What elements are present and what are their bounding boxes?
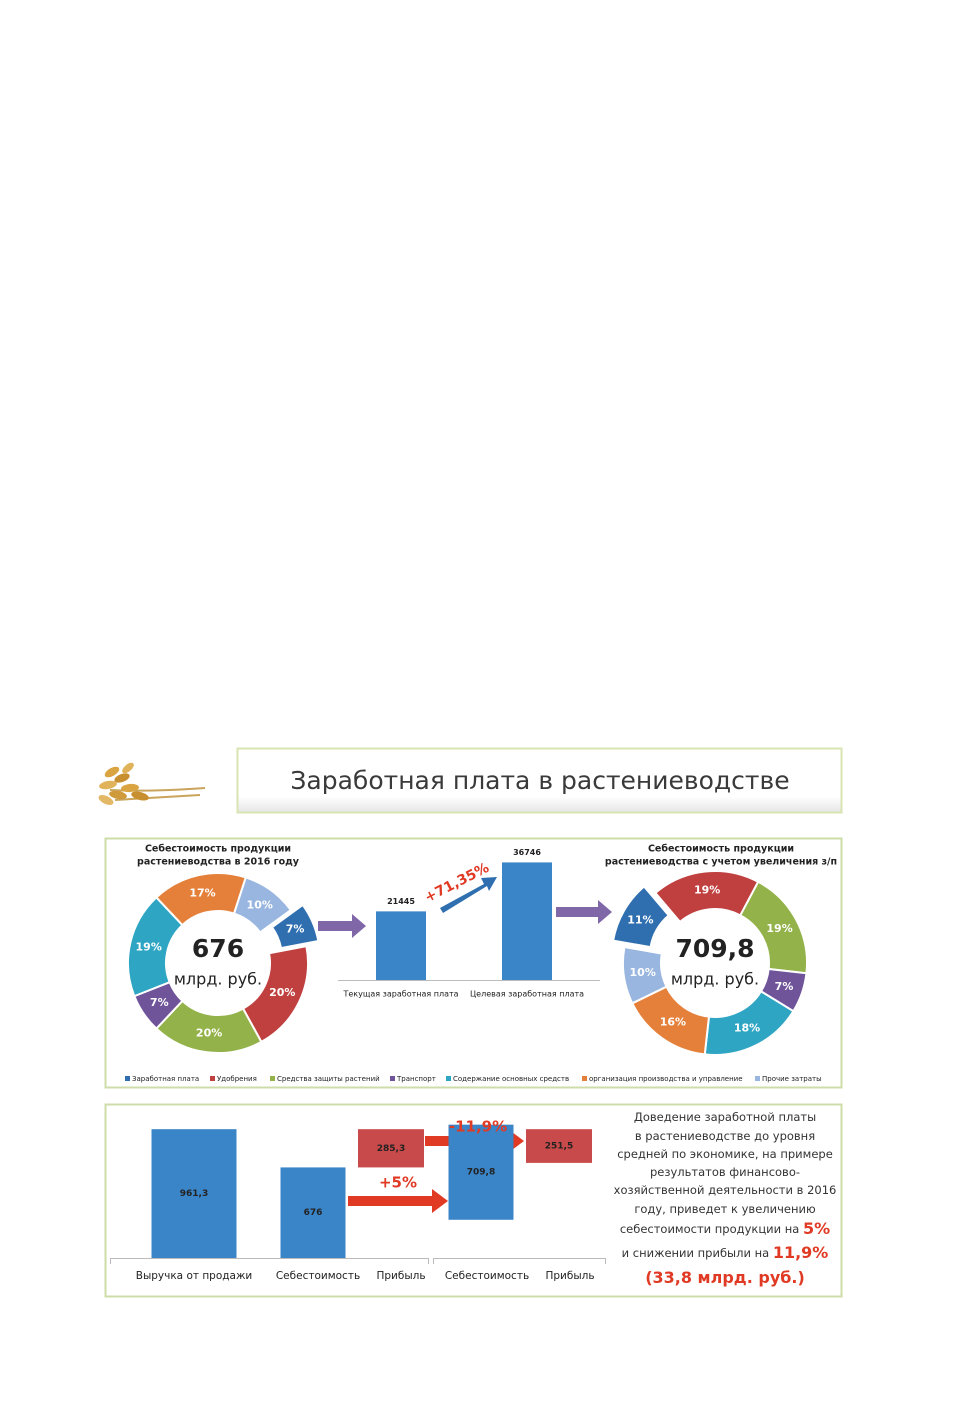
pie-slice — [611, 885, 671, 949]
data-label: 19% — [136, 941, 162, 954]
note-accent: 11,9% — [773, 1243, 829, 1262]
legend-label: организация производства и управление — [589, 1075, 743, 1083]
note-accent: 5% — [803, 1219, 830, 1238]
legend-label: Удобрения — [217, 1075, 257, 1083]
x-tick-label: Себестоимость — [276, 1270, 360, 1282]
pie-slice — [270, 903, 320, 950]
center-value: 709,8 — [675, 934, 754, 963]
arrow — [318, 914, 366, 938]
center-value: 676 — [192, 934, 244, 963]
note-line: себестоимости продукции на 5% — [620, 1219, 830, 1238]
note-text: Доведение заработной платы — [634, 1110, 816, 1124]
data-label: 7% — [150, 996, 169, 1009]
center-unit: млрд. руб. — [671, 970, 759, 989]
x-tick-label: Себестоимость — [445, 1270, 529, 1282]
bar — [358, 1129, 424, 1168]
legend-label: Заработная плата — [132, 1075, 199, 1083]
legend-label: Средства защиты растений — [277, 1075, 380, 1083]
note-text: в растениеводстве до уровня — [635, 1129, 815, 1143]
data-label: 709,8 — [467, 1168, 495, 1178]
annotation: -11,9% — [449, 1118, 507, 1136]
legend-swatch — [582, 1076, 587, 1081]
legend-swatch — [210, 1076, 215, 1081]
page-title: Заработная плата в растениеводстве — [290, 766, 789, 795]
legend-swatch — [125, 1076, 130, 1081]
note-accent: (33,8 млрд. руб.) — [645, 1268, 805, 1287]
note-text: себестоимости продукции на — [620, 1222, 803, 1236]
arrow — [440, 877, 497, 913]
wheat-icon — [98, 762, 206, 805]
chart-title: растениеводства с учетом увеличения з/п — [605, 857, 837, 868]
legend-label: Транспорт — [396, 1075, 436, 1083]
legend-swatch — [270, 1076, 275, 1081]
note-line: (33,8 млрд. руб.) — [645, 1268, 805, 1287]
data-label: 36746 — [513, 848, 541, 857]
data-label: 10% — [630, 966, 656, 979]
note-line: средней по экономике, на примере — [617, 1147, 833, 1161]
chart-title: Себестоимость продукции — [648, 844, 794, 855]
note-text: результатов финансово- — [650, 1165, 800, 1179]
data-label: 251,5 — [545, 1142, 573, 1152]
data-label: 10% — [247, 899, 273, 912]
note-text: и снижении прибыли на — [622, 1246, 773, 1260]
arrow — [556, 900, 612, 924]
data-label: 20% — [269, 986, 295, 999]
pie-slice — [232, 876, 293, 934]
data-label: 16% — [660, 1016, 686, 1029]
legend-swatch — [390, 1076, 395, 1081]
data-label: 18% — [734, 1022, 760, 1035]
x-tick-label: Выручка от продажи — [136, 1270, 253, 1282]
chart-title: Себестоимость продукции — [145, 844, 291, 855]
legend-label: Содержание основных средств — [453, 1075, 569, 1083]
note-text: хозяйственной деятельности в 2016 — [614, 1183, 837, 1197]
bar — [151, 1129, 237, 1258]
bar — [280, 1167, 346, 1258]
note-line: результатов финансово- — [650, 1165, 800, 1179]
annotation: +5% — [379, 1174, 417, 1192]
data-label: 21445 — [387, 897, 415, 906]
bar — [526, 1129, 592, 1163]
data-label: 11% — [627, 913, 653, 926]
bar — [502, 862, 552, 980]
data-label: 7% — [775, 980, 794, 993]
note-line: Доведение заработной платы — [634, 1110, 816, 1124]
data-label: 7% — [286, 923, 305, 936]
data-label: 961,3 — [180, 1189, 208, 1199]
data-label: 676 — [304, 1208, 323, 1218]
data-label: 19% — [766, 922, 792, 935]
bar — [448, 1124, 514, 1220]
x-tick-label: Целевая заработная плата — [470, 990, 584, 999]
note-line: году, приведет к увеличению — [634, 1202, 816, 1216]
pie-slice — [622, 945, 668, 1005]
bar — [376, 911, 426, 980]
data-label: 20% — [196, 1026, 222, 1039]
x-tick-label: Прибыль — [545, 1270, 594, 1282]
note-line: хозяйственной деятельности в 2016 — [614, 1183, 837, 1197]
x-tick-label: Прибыль — [376, 1270, 425, 1282]
note-line: в растениеводстве до уровня — [635, 1129, 815, 1143]
arrow — [348, 1189, 448, 1213]
note-text: году, приведет к увеличению — [634, 1202, 816, 1216]
x-tick-label: Текущая заработная плата — [342, 990, 458, 999]
note-line: и снижении прибыли на 11,9% — [622, 1243, 829, 1262]
data-label: 17% — [189, 887, 215, 900]
legend-label: Прочие затраты — [762, 1075, 822, 1083]
legend-swatch — [755, 1076, 760, 1081]
title-banner — [236, 747, 843, 814]
data-label: 19% — [694, 883, 720, 896]
center-unit: млрд. руб. — [174, 970, 262, 989]
note-text: средней по экономике, на примере — [617, 1147, 833, 1161]
data-label: 285,3 — [377, 1144, 405, 1154]
chart-title: растениеводства в 2016 году — [137, 857, 300, 868]
legend-swatch — [446, 1076, 451, 1081]
x-axis — [110, 1258, 606, 1264]
